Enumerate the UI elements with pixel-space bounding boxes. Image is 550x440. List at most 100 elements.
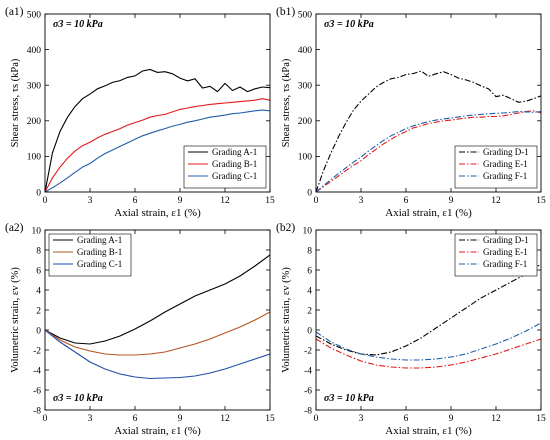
y-tick-label: 2: [307, 306, 312, 316]
x-tick-label: 0: [314, 414, 319, 424]
x-tick-label: 0: [43, 414, 48, 424]
x-tick-label: 15: [536, 414, 546, 424]
panel-a1: 0 3 6 9 12 15 0 100 200 300 400 500 Axial strain, ε1…: [5, 6, 275, 219]
condition-annotation: σ3 = 10 kPa: [53, 393, 103, 404]
y-tick-label: 100: [27, 153, 42, 163]
legend-box: [183, 145, 267, 189]
legend-entry: Grading B-1: [212, 159, 257, 169]
legend-box: [454, 233, 538, 277]
y-tick-label: 200: [27, 117, 42, 127]
panel-label: (b2): [276, 222, 295, 234]
y-tick-label: 6: [307, 266, 312, 276]
x-tick-label: 0: [43, 196, 48, 206]
legend-entry: Grading D-1: [483, 235, 529, 245]
x-tick-label: 9: [178, 414, 183, 424]
y-tick-label: -6: [33, 386, 41, 396]
y-tick-label: 100: [298, 153, 313, 163]
x-tick-label: 3: [359, 196, 364, 206]
x-axis-label: Axial strain, ε1 (%): [114, 425, 201, 437]
panel-label: (a2): [5, 222, 24, 234]
x-tick-label: 12: [491, 414, 501, 424]
x-tick-label: 6: [133, 196, 138, 206]
series-line-grading-f-1: [316, 322, 541, 361]
y-tick-label: 8: [36, 246, 41, 256]
plot-frame: [44, 13, 271, 193]
x-tick-label: 9: [449, 196, 454, 206]
legend-entry: Grading B-1: [77, 247, 122, 257]
x-tick-label: 12: [220, 196, 230, 206]
y-tick-label: -6: [304, 386, 312, 396]
y-tick-label: 10: [303, 226, 313, 236]
x-tick-label: 6: [404, 414, 409, 424]
x-tick-label: 3: [88, 196, 93, 206]
series-line-grading-a-1: [45, 68, 270, 192]
panel-b1: 0 3 6 9 12 15 0 100 200 300 400 500 Axial strain, ε1…: [276, 6, 546, 219]
legend-entry: Grading F-1: [483, 171, 527, 181]
y-tick-label: 4: [307, 286, 312, 296]
legend: Grading D-1 Grading E-1 Grading F-1: [454, 145, 538, 189]
y-tick-label: 400: [298, 46, 313, 56]
legend-entry: Grading E-1: [483, 247, 528, 257]
legend-entry: Grading A-1: [212, 147, 257, 157]
legend-box: [48, 233, 132, 277]
y-tick-label: 0: [307, 188, 312, 198]
y-tick-label: 0: [36, 188, 41, 198]
y-tick-label: 10: [32, 226, 42, 236]
y-axis-label: Volumetric strain, εv (%): [10, 267, 21, 373]
panel-label: (b1): [276, 6, 295, 18]
x-tick-label: 9: [449, 414, 454, 424]
series-line-grading-e-1: [316, 338, 541, 369]
panel-a2: 0 3 6 9 12 15 -8 -6 -4 -2 0 2 4 6 8 10 Axial strain, ε1 …: [5, 222, 275, 437]
y-tick-label: 300: [27, 82, 42, 92]
series-line-grading-b-1: [45, 311, 270, 356]
y-tick-label: -2: [33, 346, 41, 356]
legend-entry: Grading F-1: [483, 259, 527, 269]
y-tick-label: 6: [36, 266, 41, 276]
y-tick-label: -8: [304, 406, 312, 416]
legend-entry: Grading C-1: [212, 171, 257, 181]
x-tick-label: 3: [88, 414, 93, 424]
y-tick-label: 0: [36, 326, 41, 336]
series-line-grading-d-1: [316, 263, 541, 356]
legend: Grading D-1 Grading E-1 Grading F-1: [454, 233, 538, 277]
condition-annotation: σ3 = 10 kPa: [324, 393, 374, 404]
series-line-grading-f-1: [316, 110, 541, 192]
y-tick-label: 200: [298, 117, 313, 127]
x-tick-label: 9: [178, 196, 183, 206]
y-tick-label: -4: [304, 366, 312, 376]
x-axis-label: Axial strain, ε1 (%): [385, 207, 472, 219]
series-line-grading-a-1: [45, 254, 270, 345]
y-tick-label: 4: [36, 286, 41, 296]
y-tick-label: -2: [304, 346, 312, 356]
legend-box: [454, 145, 538, 189]
y-axis-label: Shear stress, τs (kPa): [10, 58, 21, 147]
legend-entry: Grading E-1: [483, 159, 528, 169]
series-line-grading-b-1: [45, 98, 270, 192]
y-tick-label: 500: [27, 10, 42, 20]
plot-frame: [44, 229, 271, 411]
y-tick-label: 2: [36, 306, 41, 316]
panel-label: (a1): [5, 6, 24, 18]
legend: Grading A-1 Grading B-1 Grading C-1: [183, 145, 267, 189]
series-line-grading-d-1: [316, 70, 541, 192]
legend-entry: Grading C-1: [77, 259, 122, 269]
legend: Grading A-1 Grading B-1 Grading C-1: [48, 233, 132, 277]
legend-entry: Grading D-1: [483, 147, 529, 157]
y-tick-label: -8: [33, 406, 41, 416]
series-line-grading-e-1: [316, 110, 541, 192]
condition-annotation: σ3 = 10 kPa: [53, 19, 103, 30]
y-axis-label: Shear stress, τs (kPa): [281, 58, 292, 147]
x-tick-label: 15: [265, 196, 275, 206]
plot-frame: [315, 13, 542, 193]
y-tick-label: 300: [298, 82, 313, 92]
series-line-grading-c-1: [45, 329, 270, 380]
condition-annotation: σ3 = 10 kPa: [324, 19, 374, 30]
y-tick-label: 8: [307, 246, 312, 256]
x-axis-label: Axial strain, ε1 (%): [385, 425, 472, 437]
x-tick-label: 12: [220, 414, 230, 424]
legend-entry: Grading A-1: [77, 235, 122, 245]
x-tick-label: 15: [536, 196, 546, 206]
x-axis-label: Axial strain, ε1 (%): [114, 207, 201, 219]
x-tick-label: 6: [133, 414, 138, 424]
